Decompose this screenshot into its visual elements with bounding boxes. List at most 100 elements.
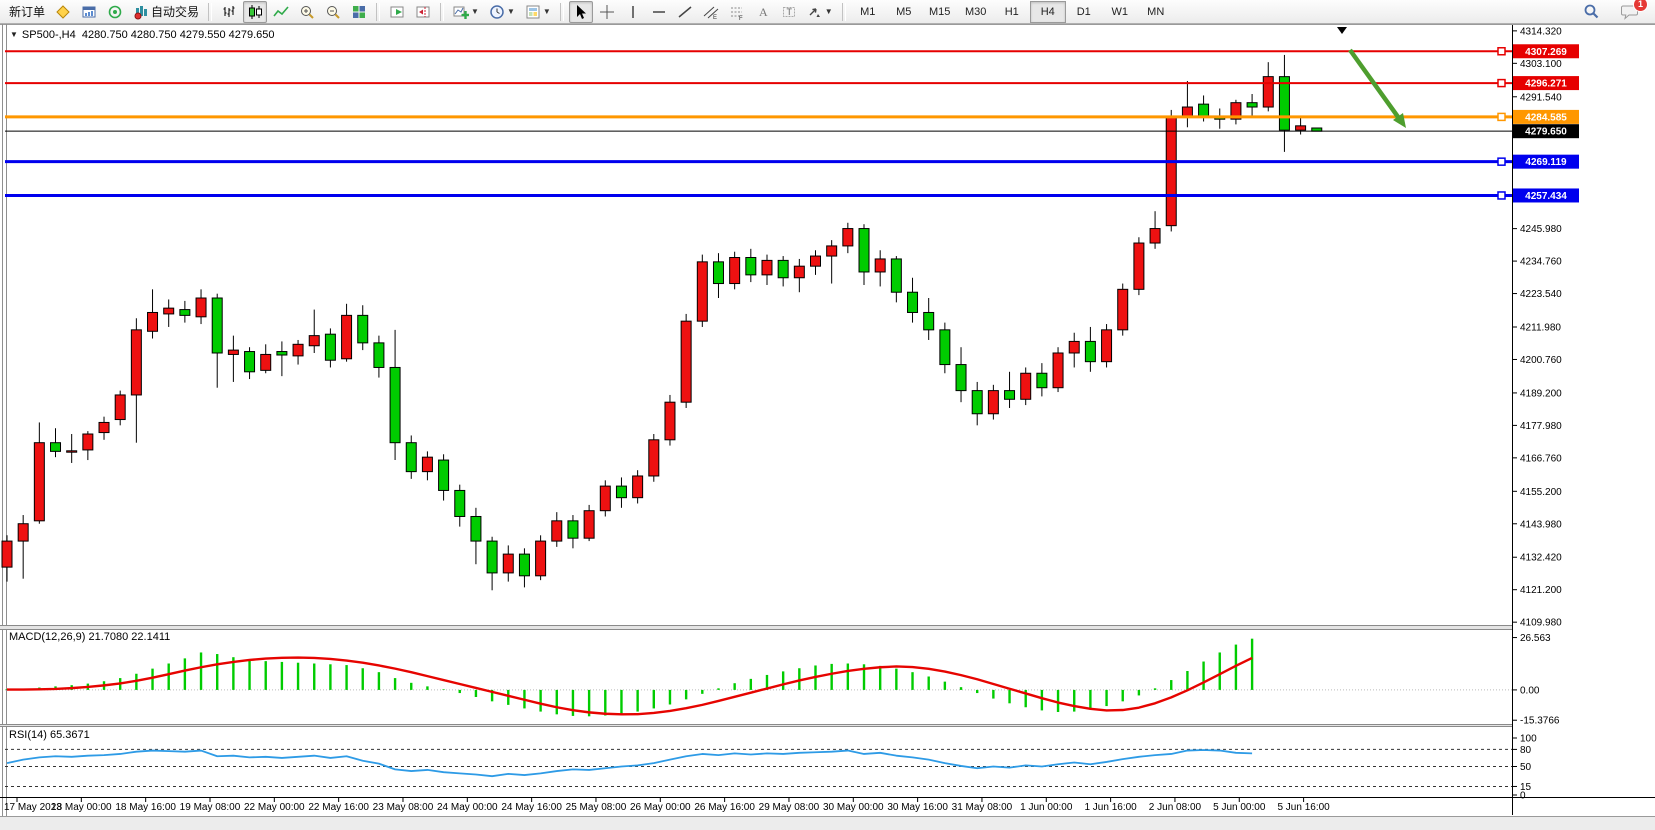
timeframe-button-H4[interactable]: H4 xyxy=(1029,0,1066,23)
svg-text:19 May 08:00: 19 May 08:00 xyxy=(180,802,241,813)
vertical-line-icon xyxy=(625,4,641,20)
svg-text:24 May 00:00: 24 May 00:00 xyxy=(437,802,498,813)
zoom-out-button[interactable] xyxy=(321,1,345,23)
charts-stack-button[interactable] xyxy=(51,1,75,23)
timeframe-button-H1[interactable]: H1 xyxy=(1004,5,1019,18)
zoom-in-button[interactable] xyxy=(295,1,319,23)
notification-count-badge: 1 xyxy=(1633,0,1648,12)
text-tool-button[interactable]: A xyxy=(751,1,775,23)
timeframe-button-M15[interactable]: M15 xyxy=(929,5,951,18)
svg-text:4177.980: 4177.980 xyxy=(1520,421,1562,432)
svg-text:4284.585: 4284.585 xyxy=(1525,112,1567,123)
timeframe-button-D1[interactable]: D1 xyxy=(1076,5,1091,18)
svg-text:29 May 08:00: 29 May 08:00 xyxy=(759,802,820,813)
svg-text:4279.650: 4279.650 xyxy=(1525,127,1567,138)
notifications-button[interactable]: 1 xyxy=(1616,0,1648,23)
dropdown-caret-icon: ▼ xyxy=(542,6,551,16)
price-axis[interactable] xyxy=(1512,24,1655,798)
timeframe-button-M1[interactable]: M1 xyxy=(860,5,876,18)
timeframe-button-W1[interactable]: W1 xyxy=(1111,5,1128,18)
auto-scroll-button[interactable] xyxy=(385,1,409,23)
candlestick-mode-button[interactable] xyxy=(243,0,268,23)
svg-text:24 May 16:00: 24 May 16:00 xyxy=(501,802,562,813)
indicators-add-icon xyxy=(453,4,470,20)
svg-text:18 May 00:00: 18 May 00:00 xyxy=(51,802,112,813)
periods-button[interactable]: ▼ xyxy=(485,1,519,23)
svg-text:4211.980: 4211.980 xyxy=(1520,323,1561,334)
line-chart-icon xyxy=(273,4,289,20)
indicators-button[interactable]: ▼ xyxy=(449,1,483,23)
svg-text:30 May 16:00: 30 May 16:00 xyxy=(887,802,948,813)
chart-frame xyxy=(0,25,1655,815)
svg-text:4121.200: 4121.200 xyxy=(1520,585,1562,596)
auto-trading-button[interactable]: 自动交易 xyxy=(129,1,203,23)
status-strip xyxy=(0,816,1655,830)
svg-text:0.00: 0.00 xyxy=(1520,685,1540,696)
clock-icon xyxy=(489,4,505,20)
toolbar-separator xyxy=(841,2,846,21)
zoom-out-icon xyxy=(325,4,341,20)
svg-text:4257.434: 4257.434 xyxy=(1525,191,1567,202)
templates-button[interactable]: ▼ xyxy=(521,1,555,23)
channel-icon: E xyxy=(703,4,719,20)
toolbar-separator xyxy=(208,2,213,21)
svg-text:80: 80 xyxy=(1520,745,1532,756)
toolbar-separator xyxy=(440,2,445,21)
svg-text:5 Jun 00:00: 5 Jun 00:00 xyxy=(1213,802,1266,813)
svg-text:17 May 2023: 17 May 2023 xyxy=(4,802,62,813)
trendline-icon xyxy=(677,4,693,20)
arrow-annotation[interactable] xyxy=(1348,48,1406,128)
time-axis[interactable] xyxy=(0,798,1512,816)
ohlc-bars-icon xyxy=(221,4,237,20)
svg-text:E: E xyxy=(713,15,717,20)
svg-text:4155.200: 4155.200 xyxy=(1520,487,1562,498)
dropdown-caret-icon: ▼ xyxy=(506,6,515,16)
new-chart-button[interactable] xyxy=(77,1,101,23)
timeframe-toolbar: M1 M5 M15 M30 H1 H4 D1 W1 MN xyxy=(850,0,1174,23)
cursor-icon xyxy=(573,4,589,20)
window-left-border xyxy=(2,24,7,829)
horizontal-line-tool-button[interactable] xyxy=(647,1,671,23)
fibonacci-icon: F xyxy=(729,4,745,20)
arrows-tool-button[interactable]: ▼ xyxy=(803,1,837,23)
vertical-line-tool-button[interactable] xyxy=(621,1,645,23)
svg-text:4223.540: 4223.540 xyxy=(1520,289,1562,300)
channel-tool-button[interactable]: E xyxy=(699,1,723,23)
arrows-shapes-icon xyxy=(807,4,823,20)
market-watch-button[interactable] xyxy=(103,1,127,23)
search-icon xyxy=(1583,3,1600,20)
bar-chart-mode-button[interactable] xyxy=(217,1,241,23)
svg-text:0: 0 xyxy=(1520,791,1526,802)
timeframe-button-M5[interactable]: M5 xyxy=(896,5,912,18)
svg-text:4245.980: 4245.980 xyxy=(1520,224,1562,235)
toolbar-separator xyxy=(376,2,381,21)
trendline-tool-button[interactable] xyxy=(673,1,697,23)
svg-text:T: T xyxy=(786,7,792,17)
rsi-indicator-label: RSI(14) 65.3671 xyxy=(9,729,90,741)
svg-text:5 Jun 16:00: 5 Jun 16:00 xyxy=(1277,802,1330,813)
svg-text:26 May 00:00: 26 May 00:00 xyxy=(630,802,691,813)
svg-text:23 May 08:00: 23 May 08:00 xyxy=(373,802,434,813)
collapse-triangle-icon[interactable]: ▼ xyxy=(10,30,18,39)
top-triangle-marker xyxy=(1337,27,1347,34)
svg-text:4200.760: 4200.760 xyxy=(1520,355,1562,366)
line-chart-mode-button[interactable] xyxy=(269,1,293,23)
tile-windows-button[interactable] xyxy=(347,1,371,23)
macd-indicator-label: MACD(12,26,9) 21.7080 22.1411 xyxy=(9,631,171,643)
fibonacci-tool-button[interactable]: F xyxy=(725,1,749,23)
timeframe-button-MN[interactable]: MN xyxy=(1147,5,1165,18)
text-label-tool-button[interactable]: T xyxy=(777,1,801,23)
crosshair-tool-button[interactable] xyxy=(595,1,619,23)
auto-scroll-icon xyxy=(389,4,405,20)
new-order-button[interactable]: 新订单 xyxy=(5,1,49,23)
timeframe-button-M30[interactable]: M30 xyxy=(965,5,987,18)
svg-text:4234.760: 4234.760 xyxy=(1520,257,1562,268)
svg-text:1 Jun 16:00: 1 Jun 16:00 xyxy=(1084,802,1137,813)
new-order-label: 新订单 xyxy=(9,5,46,19)
chart-shift-button[interactable] xyxy=(411,1,435,23)
cursor-tool-button[interactable] xyxy=(568,0,593,23)
svg-text:4166.760: 4166.760 xyxy=(1520,453,1562,464)
search-button[interactable] xyxy=(1579,1,1604,23)
